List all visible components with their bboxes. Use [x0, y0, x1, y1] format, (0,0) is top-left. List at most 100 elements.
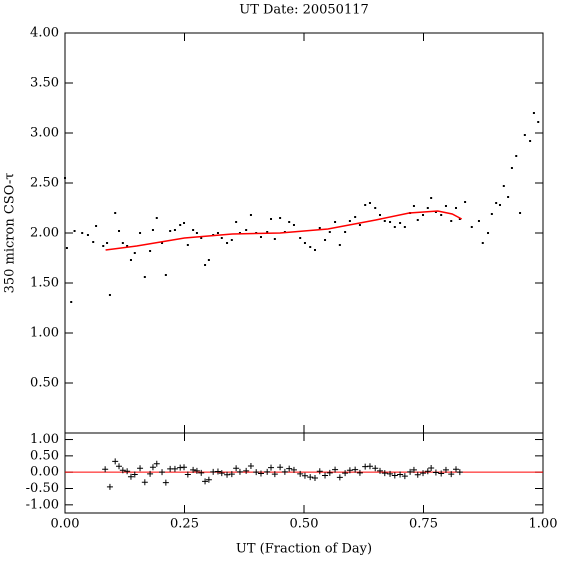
residual-point [428, 464, 435, 471]
residual-point [243, 467, 250, 474]
residual-point [316, 468, 323, 475]
data-point [523, 134, 526, 136]
y-tick-label: 0.50 [30, 376, 59, 391]
data-point [498, 204, 501, 206]
data-point [288, 221, 291, 223]
data-point [354, 216, 357, 218]
data-point [102, 245, 105, 247]
data-point [430, 197, 433, 199]
residual-point [438, 470, 445, 477]
data-point [334, 221, 337, 223]
residual-point [268, 464, 275, 471]
residual-point [297, 470, 304, 477]
data-point [169, 230, 172, 232]
data-point [368, 202, 371, 204]
data-point [481, 242, 484, 244]
data-point [358, 224, 361, 226]
residual-point [342, 470, 349, 477]
residual-point [233, 465, 240, 472]
residual-point [153, 460, 160, 467]
residual-point [205, 476, 212, 483]
residual-point [162, 479, 169, 486]
residual-point [106, 483, 113, 490]
residual-point [224, 471, 231, 478]
y-tick-label: 3.00 [30, 126, 59, 141]
data-point [121, 242, 124, 244]
residual-point [137, 465, 144, 472]
residual-point [336, 474, 343, 481]
residual-point [397, 471, 404, 478]
residual-point [264, 468, 271, 475]
x-tick-label: 1.00 [529, 517, 558, 532]
residual-point [301, 472, 308, 479]
data-point [65, 247, 68, 249]
residual-point [381, 470, 388, 477]
data-point [364, 204, 367, 206]
data-point [155, 217, 158, 219]
data-point [151, 229, 154, 231]
data-point [129, 259, 132, 261]
residual-point [159, 469, 166, 476]
data-point [519, 212, 522, 214]
data-point [328, 231, 331, 233]
residual-point [346, 467, 353, 474]
data-point [348, 220, 351, 222]
data-point [133, 252, 136, 254]
residual-point [366, 463, 373, 470]
residual-point [271, 471, 278, 478]
data-point [477, 220, 480, 222]
residual-point [311, 475, 318, 482]
data-point [81, 232, 84, 234]
residual-point [102, 466, 109, 473]
data-point [204, 264, 207, 266]
data-point [379, 214, 382, 216]
data-point [303, 242, 306, 244]
data-point [161, 242, 164, 244]
x-tick-label: 0.25 [170, 517, 199, 532]
residual-point [198, 469, 205, 476]
residual-point [432, 469, 439, 476]
residual-point [149, 464, 156, 471]
chart-title: UT Date: 20050117 [239, 3, 369, 18]
data-point [249, 214, 252, 216]
data-point [338, 244, 341, 246]
residual-point [131, 471, 138, 478]
residual-point [228, 471, 235, 478]
data-point [495, 202, 498, 204]
data-point [309, 246, 312, 248]
residual-point [253, 469, 260, 476]
residual-point [116, 463, 123, 470]
residual-point [420, 470, 427, 477]
residual-point [391, 472, 398, 479]
y-tick-label: 3.50 [30, 76, 59, 91]
data-point [95, 225, 98, 227]
data-point [70, 301, 73, 303]
data-point [299, 237, 302, 239]
data-point [403, 226, 406, 228]
data-point [412, 205, 415, 207]
data-point [529, 140, 532, 142]
data-point [440, 214, 443, 216]
residual-point [214, 468, 221, 475]
data-point [292, 224, 295, 226]
x-tick-label: 0.00 [51, 517, 80, 532]
residual-point [184, 471, 191, 478]
data-point [149, 250, 152, 252]
x-tick-label: 0.75 [409, 517, 438, 532]
data-point [126, 245, 129, 247]
data-point [92, 241, 95, 243]
data-point [143, 276, 146, 278]
data-point [455, 207, 458, 209]
x-axis-label: UT (Fraction of Day) [236, 542, 372, 557]
residual-point [290, 466, 297, 473]
data-point [64, 177, 66, 179]
residual-point [127, 473, 134, 480]
residual-point [442, 466, 449, 473]
residual-point [356, 469, 363, 476]
y-tick-label: 1.00 [30, 326, 59, 341]
residual-point [281, 468, 288, 475]
data-point [450, 220, 453, 222]
y-tick-label: 2.50 [30, 176, 59, 191]
data-point [192, 229, 195, 231]
